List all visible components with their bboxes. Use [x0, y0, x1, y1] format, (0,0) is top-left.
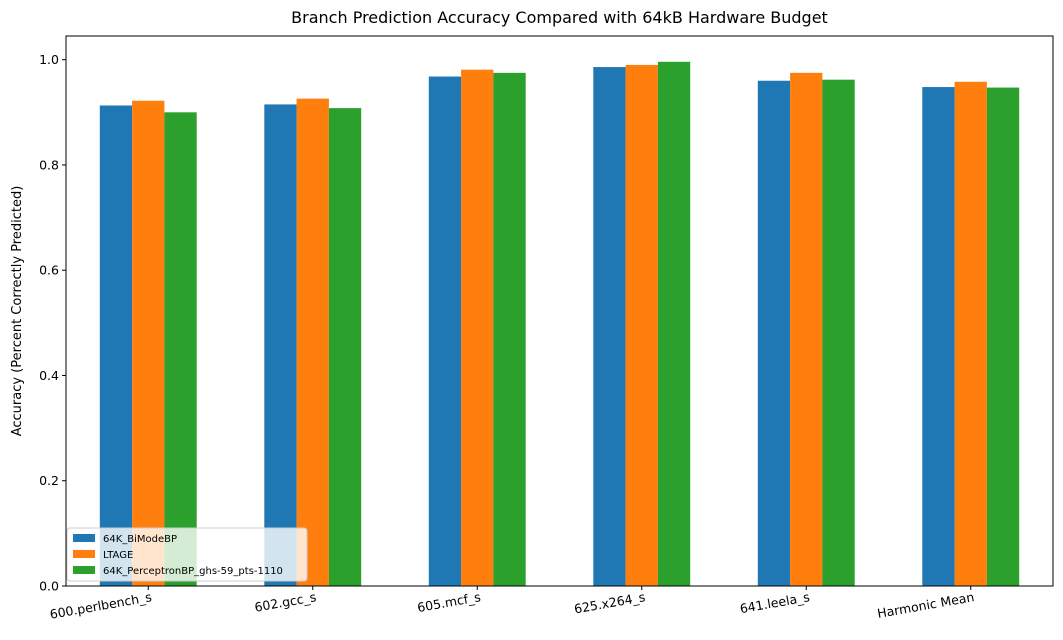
bar-3-3 — [493, 72, 526, 586]
bar-1-4 — [593, 67, 626, 587]
x-tick-label: 605.mcf_s — [416, 589, 482, 615]
x-tick-label: 600.perlbench_s — [49, 589, 153, 622]
bar-1-1 — [99, 105, 133, 586]
y-tick-label: 0.0 — [39, 579, 59, 594]
bar-3-4 — [657, 61, 691, 586]
plot-frame — [65, 35, 1054, 587]
y-tick-label: 0.4 — [39, 368, 59, 383]
x-tick-label: Harmonic Mean — [876, 589, 975, 621]
bar-2-4 — [625, 64, 658, 586]
bar-3-2 — [328, 108, 362, 587]
legend-swatch — [73, 566, 95, 574]
bar-3-5 — [822, 79, 855, 587]
bar-1-5 — [757, 80, 791, 586]
legend-label: 64K_PerceptronBP_ghs-59_pts-1110 — [103, 566, 283, 577]
y-axis-label: Accuracy (Percent Correctly Predicted) — [10, 186, 25, 437]
bar-2-2 — [296, 98, 329, 586]
x-tick-label: 625.x264_s — [573, 589, 646, 616]
bar-1-2 — [264, 104, 297, 586]
bar-3-6 — [986, 87, 1020, 586]
legend-label: LTAGE — [103, 550, 133, 561]
legend-box — [66, 527, 308, 582]
y-axis: 0.0 0.2 0.4 0.6 0.8 1.0 — [39, 52, 66, 594]
x-axis: 600.perlbench_s 602.gcc_s 605.mcf_s 625.x26… — [49, 586, 975, 622]
bar-2-5 — [790, 72, 823, 586]
y-tick-label: 1.0 — [39, 52, 59, 67]
bar-2-1 — [132, 100, 165, 586]
bar-2-3 — [461, 69, 494, 587]
legend-label: 64K_BiModeBP — [103, 534, 177, 545]
bar-1-6 — [922, 87, 955, 586]
bars-group — [99, 61, 1020, 587]
x-tick-label: 602.gcc_s — [253, 589, 317, 615]
legend-swatch — [73, 550, 95, 558]
x-tick-label: 641.leela_s — [739, 589, 811, 616]
y-tick-label: 0.2 — [39, 473, 59, 488]
bar-2-6 — [954, 81, 987, 586]
legend-swatch — [73, 534, 95, 542]
y-tick-label: 0.6 — [39, 263, 59, 278]
y-tick-label: 0.8 — [39, 157, 59, 172]
bar-1-3 — [428, 76, 462, 587]
chart-title: Branch Prediction Accuracy Compared with… — [291, 8, 828, 27]
bar-3-1 — [164, 112, 197, 586]
legend: 64K_BiModeBP LTAGE 64K_PerceptronBP_ghs-59… — [66, 527, 308, 582]
